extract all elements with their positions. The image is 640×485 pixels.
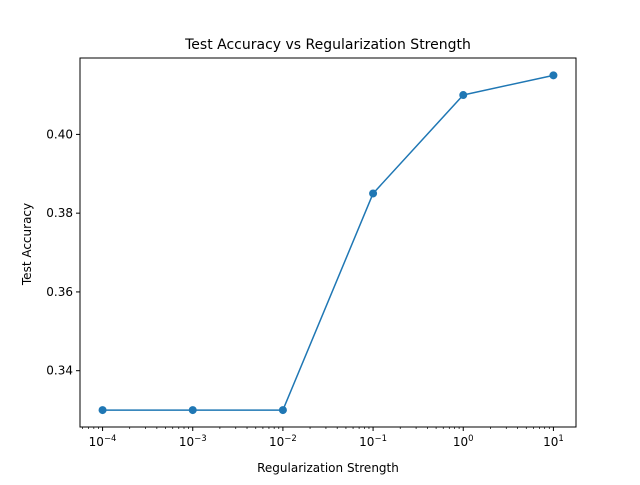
chart-title: Test Accuracy vs Regularization Strength [184,37,471,53]
y-axis-ticks: 0.34 0.36 0.38 0.40 [46,127,80,378]
data-point [98,406,107,415]
y-axis-label: Test Accuracy [20,203,34,286]
data-point [549,71,558,80]
series-layer [98,71,558,415]
y-tick-label: 0.38 [46,206,73,220]
x-tick-label: 10−3 [179,434,207,449]
x-tick-label: 10−4 [89,434,117,449]
x-axis-label: Regularization Strength [257,461,399,475]
plot-frame [79,57,577,428]
y-tick-label: 0.40 [46,127,73,141]
y-tick-label: 0.36 [46,285,73,299]
x-axis-ticks: 10−4 10−3 10−2 10−1 100 101 [82,427,564,449]
x-tick-label: 10−2 [269,434,297,449]
x-tick-label: 10−1 [359,434,387,449]
data-point [188,406,197,415]
x-tick-label: 100 [453,434,474,449]
data-point [459,91,468,100]
data-point [369,189,378,198]
x-tick-label: 101 [543,434,564,449]
data-point [278,406,287,415]
y-tick-label: 0.34 [46,364,73,378]
series-line [102,74,554,411]
